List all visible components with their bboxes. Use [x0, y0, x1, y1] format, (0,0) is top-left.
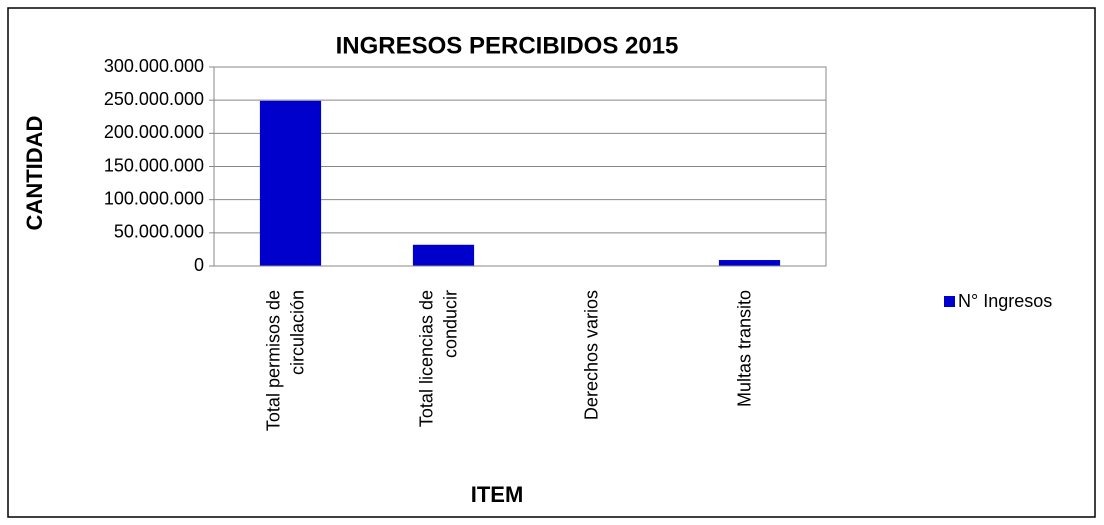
x-axis-title: ITEM	[471, 482, 524, 507]
y-tick-label: 100.000.000	[104, 188, 204, 208]
x-tick-label: Multas transito	[734, 290, 754, 407]
bar	[718, 260, 781, 266]
y-tick-label: 300.000.000	[104, 56, 204, 76]
legend-label: N° Ingresos	[958, 291, 1052, 311]
y-tick-label: 150.000.000	[104, 155, 204, 175]
chart-title: INGRESOS PERCIBIDOS 2015	[336, 32, 679, 59]
bar	[259, 100, 322, 266]
x-tick-label: Total permisos de circulación	[263, 290, 307, 431]
y-tick-label: 50.000.000	[114, 222, 204, 242]
y-axis-title: CANTIDAD	[22, 116, 47, 231]
x-tick-label: Derechos varios	[581, 290, 601, 420]
y-tick-label: 250.000.000	[104, 89, 204, 109]
y-tick-label: 200.000.000	[104, 122, 204, 142]
x-tick-label: Total licencias de conducir	[416, 290, 460, 427]
y-tick-label: 0	[194, 255, 204, 275]
legend-swatch	[944, 296, 955, 307]
bar	[412, 244, 475, 266]
